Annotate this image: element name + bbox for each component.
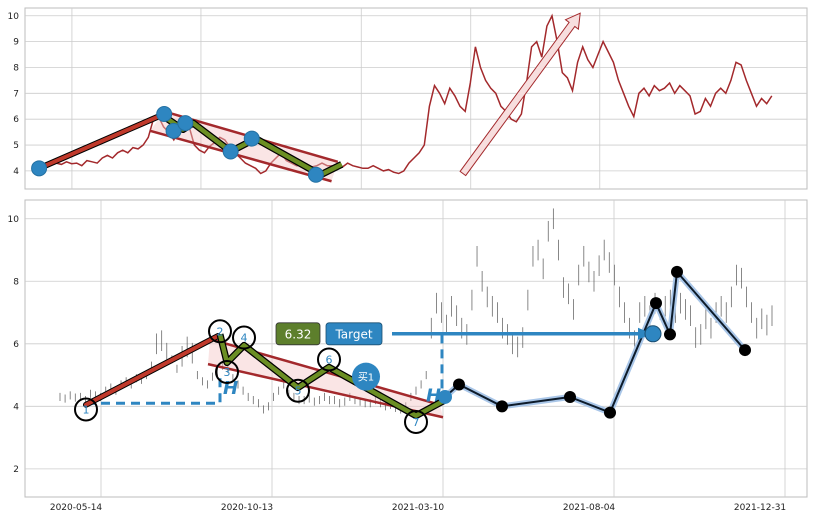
top-ytick-label: 4	[13, 167, 19, 177]
top-ytick-label: 7	[13, 89, 19, 99]
bottom-entry-point	[438, 389, 452, 404]
pattern-point-label: 5	[295, 385, 302, 398]
bottom-black-point	[564, 390, 576, 403]
pattern-point-circle	[232, 325, 256, 350]
pattern-point-circle	[208, 319, 232, 344]
top-pattern-point	[243, 130, 260, 147]
bottom-ytick-label: 10	[8, 215, 20, 225]
bottom-trend-line	[84, 333, 220, 407]
bottom-xtick-label: 2020-05-14	[50, 503, 103, 513]
pattern-point-circle	[286, 378, 310, 403]
top-ytick-label: 6	[13, 115, 19, 125]
bottom-xtick-label: 2021-08-04	[563, 503, 616, 513]
bottom-price-bars	[59, 208, 773, 414]
bottom-xtick-label: 2021-03-10	[392, 503, 445, 513]
pattern-point-label: 4	[241, 332, 248, 345]
top-pattern-point	[31, 160, 48, 177]
bottom-ytick-label: 6	[13, 340, 19, 350]
bottom-black-point	[664, 328, 676, 341]
top-projection-arrow	[459, 12, 581, 177]
price-label-box	[275, 322, 321, 346]
target-label-box	[325, 322, 383, 346]
top-ytick-label: 9	[13, 38, 19, 48]
bottom-xtick-label: 2021-12-31	[734, 503, 786, 513]
top-ytick-label: 8	[13, 63, 19, 73]
top-pattern-point	[307, 166, 324, 183]
bottom-zigzag-line	[217, 333, 447, 418]
top-pattern-point	[177, 115, 194, 132]
bottom-xtick-label: 2020-10-13	[221, 503, 273, 513]
target-point	[644, 325, 662, 343]
bottom-black-point	[739, 344, 751, 357]
bottom-h-dash-left	[86, 375, 222, 405]
pattern-point-circle	[404, 409, 428, 434]
buy-marker	[352, 362, 380, 391]
bottom-ytick-label: 8	[13, 277, 19, 287]
bottom-ytick-label: 2	[13, 465, 19, 475]
top-channel-lower	[149, 129, 332, 183]
pattern-point-circle	[317, 347, 341, 372]
pattern-point-label: 3	[224, 366, 231, 379]
top-pattern-point	[156, 106, 173, 123]
buy-marker-label: 买1	[358, 372, 374, 384]
top-pattern-point	[165, 122, 182, 139]
top-panel-frame	[24, 7, 808, 190]
bottom-panel-frame	[24, 199, 808, 498]
top-ytick-label: 5	[13, 141, 19, 151]
pattern-point-label: 7	[413, 416, 420, 429]
pattern-point-label: 2	[217, 325, 224, 338]
pattern-point-label: 1	[83, 403, 90, 416]
top-trend-line	[37, 112, 167, 171]
top-ytick-label: 10	[8, 12, 20, 22]
bottom-black-point	[453, 378, 465, 391]
bottom-black-point	[496, 400, 508, 413]
bottom-black-point	[604, 406, 616, 419]
bottom-ytick-label: 4	[13, 402, 19, 412]
top-pattern-point	[222, 143, 239, 160]
price-label-text: 6.32	[285, 327, 312, 341]
pattern-point-label: 6	[326, 353, 333, 366]
bottom-h-label-left: H	[223, 378, 238, 399]
bottom-black-point	[650, 297, 662, 310]
pattern-point-circle	[74, 397, 98, 422]
bottom-black-point	[671, 265, 683, 278]
target-label-text: Target	[334, 327, 372, 341]
pattern-point-circle	[215, 359, 239, 384]
